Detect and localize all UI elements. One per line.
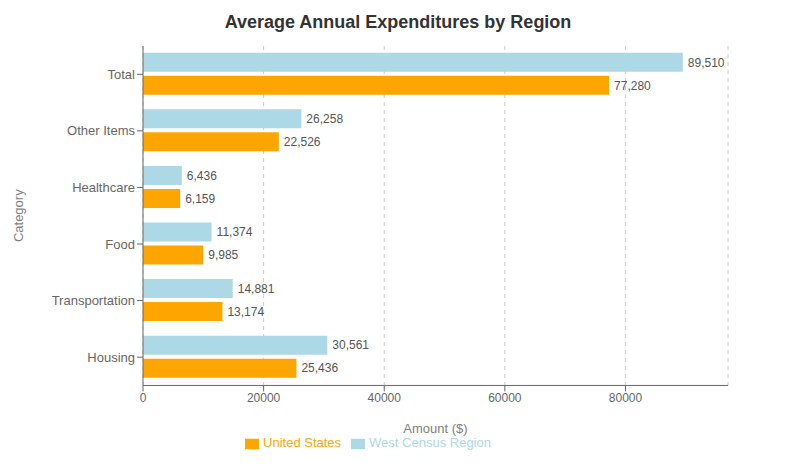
- html-text:United States: United States: [263, 435, 342, 451]
- svg-text:14,881: 14,881: [238, 282, 275, 296]
- svg-text:25,436: 25,436: [301, 361, 338, 375]
- svg-text:11,374: 11,374: [217, 225, 253, 239]
- svg-text:89,510: 89,510: [688, 56, 725, 70]
- svg-text:0: 0: [140, 391, 147, 405]
- svg-text:Other Items: Other Items: [67, 123, 135, 138]
- svg-text:20000: 20000: [247, 391, 281, 405]
- svg-text:80000: 80000: [609, 391, 643, 405]
- svg-text:Food: Food: [105, 237, 135, 252]
- svg-text:22,526: 22,526: [284, 135, 321, 149]
- svg-text:9,985: 9,985: [208, 248, 238, 262]
- svg-text:60000: 60000: [488, 391, 522, 405]
- svg-text:Total: Total: [108, 67, 136, 82]
- svg-text:Housing: Housing: [87, 350, 135, 365]
- svg-text:13,174: 13,174: [227, 305, 264, 319]
- svg-text:Amount ($): Amount ($): [403, 421, 467, 436]
- svg-text:Transportation: Transportation: [52, 293, 135, 308]
- svg-text:6,159: 6,159: [185, 192, 215, 206]
- svg-text:77,280: 77,280: [614, 79, 651, 93]
- svg-text:26,258: 26,258: [306, 112, 343, 126]
- svg-text:Category: Category: [11, 189, 26, 242]
- html-text:Average Annual Expenditures by: Average Annual Expenditures by Region: [224, 12, 572, 32]
- svg-text:Healthcare: Healthcare: [72, 180, 135, 195]
- svg-text:40000: 40000: [368, 391, 402, 405]
- svg-text:6,436: 6,436: [187, 169, 217, 183]
- html-text:West Census Region: West Census Region: [369, 435, 491, 451]
- svg-text:30,561: 30,561: [332, 338, 369, 352]
